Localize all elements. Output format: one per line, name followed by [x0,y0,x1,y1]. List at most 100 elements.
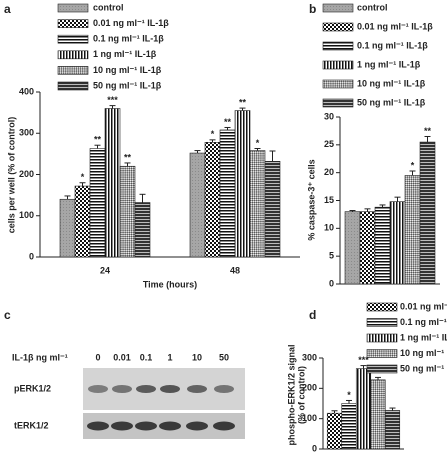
bar [389,201,406,285]
error-bar [254,148,261,151]
legend-swatch [366,302,398,312]
panel-label: a [4,2,11,16]
blot-band [213,421,235,431]
row-label: tERK1/2 [14,420,49,430]
legend-swatch [322,3,354,13]
lane-label: 0.01 [113,352,131,362]
error-bar [424,135,431,143]
legend-swatch [57,3,89,13]
legend-swatch [57,50,89,60]
legend-label: 10 ng ml⁻¹ IL-1β [93,65,162,75]
bar [74,185,91,258]
error-bar [269,150,276,162]
legend-swatch [322,60,354,70]
legend-swatch [366,349,398,358]
bar [104,108,121,258]
bar [119,165,136,258]
legend-label: 50 ng ml⁻¹ IL-1β [93,80,162,90]
y-tick-label: 300 [302,352,317,362]
y-tick-label: 0 [29,251,34,261]
bar [326,412,343,450]
legend-swatch [366,318,398,327]
y-tick-label: 200 [19,169,34,179]
lane-label: 10 [192,352,202,362]
lane-label: 0 [95,352,100,362]
bar [359,211,376,285]
legend-label: 0.1 ng ml⁻¹ IL-1β [93,34,164,44]
blot-band [87,421,109,431]
significance-label: *** [358,355,369,365]
y-tick-label: 200 [302,383,317,393]
error-bar [364,208,371,212]
significance-label: * [81,172,85,182]
error-bar [239,107,246,111]
significance-label: * [411,160,415,170]
blot-band [159,421,181,431]
error-bar [331,410,338,414]
bar [344,211,361,285]
error-bar [389,407,396,411]
blot-band [186,421,208,431]
error-bar [360,365,367,369]
x-tick-label: 24 [100,265,110,275]
bar [249,150,266,258]
blot-band [187,385,207,393]
error-bar [124,162,131,167]
blot-band [111,421,133,431]
blot-panel: c IL-1β ng ml⁻¹ [4,308,245,439]
bar [374,206,391,285]
blot-band [136,385,156,393]
y-tick-label: 30 [324,111,334,121]
y-tick-label: 5 [329,251,334,261]
significance-label: ** [239,97,247,107]
bar [370,379,386,450]
bar [234,110,251,258]
legend-label: 1 ng ml⁻¹ IL-1β [400,332,447,342]
y-tick-label: 400 [19,86,34,96]
legend-swatch [57,19,89,28]
error-bar [224,126,231,130]
blot-band [88,385,108,393]
legend-swatch [57,34,89,44]
y-tick-label: 100 [302,413,317,423]
panel-label: d [309,308,316,322]
legend-label: 0.1 ng ml⁻¹ IL-1β [357,40,428,50]
x-tick-label: 48 [230,265,240,275]
y-axis-label: % caspase-3⁺ cells [306,159,316,240]
bar [264,161,281,258]
legend-label: 0.01 ng ml⁻¹ IL-1β [357,21,433,31]
bar [219,129,236,258]
blot-band [160,385,180,393]
error-bar [409,170,416,176]
error-bar [194,150,201,154]
y-tick-label: 0 [312,443,317,453]
error-bar [349,210,356,212]
error-bar [109,105,116,109]
legend-label: control [357,2,388,12]
legend-label: 0.1 ng ml⁻¹ IL-1β [400,317,447,327]
x-axis-label: Time (hours) [143,279,197,289]
bar [189,152,206,258]
significance-label: ** [124,152,132,162]
blot-band [112,385,132,393]
bar [341,403,357,450]
row-label: pERK1/2 [14,383,51,393]
panel-label: c [4,308,11,322]
y-axis-label: (% of control) [296,366,306,424]
blot-band [214,385,234,393]
legend-label: 1 ng ml⁻¹ IL-1β [357,59,421,69]
dose-label: IL-1β ng ml⁻¹ [12,352,68,362]
error-bar [394,196,401,202]
bar [204,142,221,258]
legend-swatch [322,22,354,32]
legend-swatch [322,41,354,51]
error-bar [209,139,216,143]
legend-label: 1 ng ml⁻¹ IL-1β [93,49,157,59]
error-bar [64,195,71,200]
bar [134,202,151,258]
legend-swatch [366,364,398,374]
significance-label: *** [107,95,118,105]
significance-label: ** [224,117,232,127]
legend-label: 10 ng ml⁻¹ IL-1β [400,348,447,358]
